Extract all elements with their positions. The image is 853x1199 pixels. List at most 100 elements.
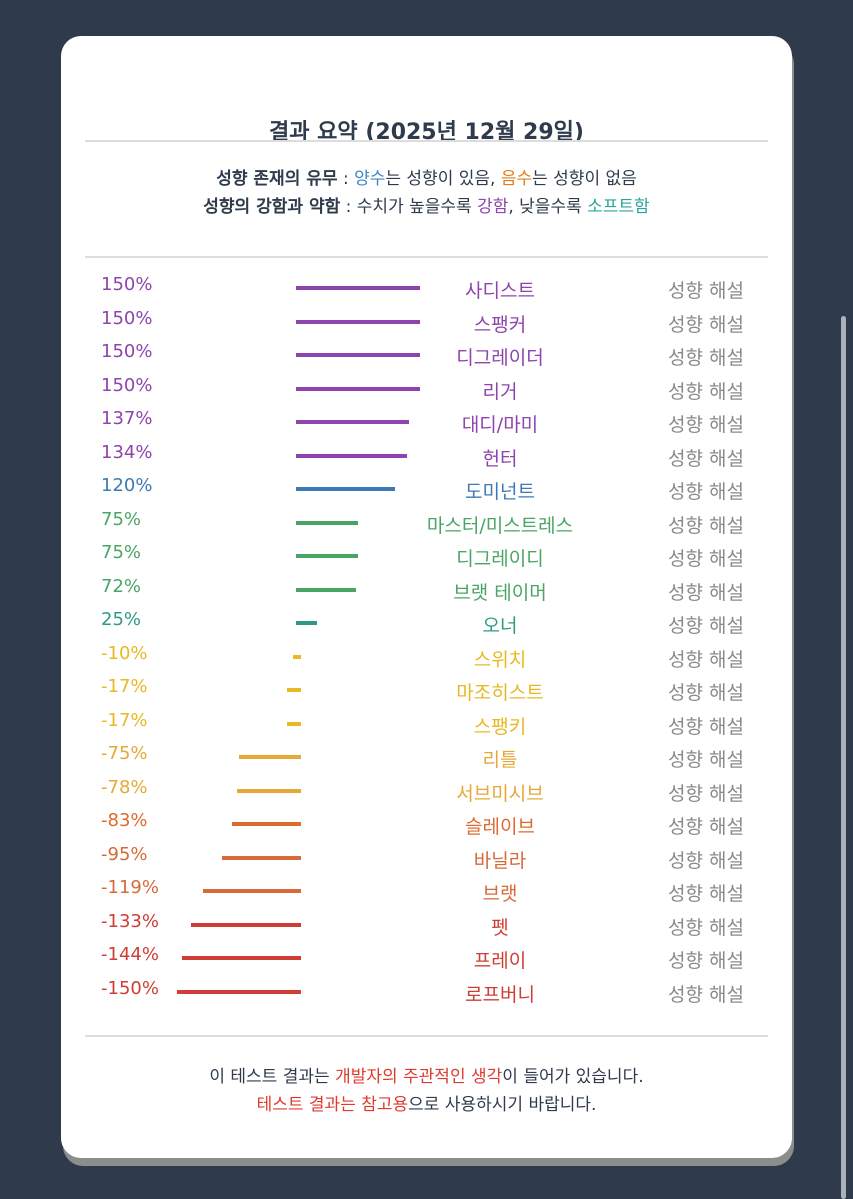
trait-explanation-link[interactable]: 성향 해설 (668, 816, 744, 838)
trait-name: 스팽키 (473, 715, 527, 738)
trait-name: 디그레이디 (456, 548, 544, 570)
chart-bar (296, 520, 358, 525)
trait-explanation-link[interactable]: 성향 해설 (668, 682, 744, 704)
trait-explanation-link[interactable]: 성향 해설 (668, 715, 744, 738)
value-label: -17% (101, 709, 148, 731)
value-label: -78% (101, 776, 148, 798)
value-label: 134% (101, 441, 153, 463)
footer-highlight: 개발자의 주관적인 생각 (335, 1067, 503, 1087)
legend-presence-label: 성향 존재의 유무 (216, 169, 338, 189)
value-label: 25% (101, 609, 142, 630)
chart-bar (236, 788, 301, 793)
legend-strength-label: 성향의 강함과 약함 (203, 197, 341, 217)
footer-line-1: 이 테스트 결과는 개발자의 주관적인 생각이 들어가 있습니다. (61, 1063, 792, 1091)
trait-name: 스팽커 (473, 313, 527, 336)
value-label: -95% (101, 843, 148, 865)
trait-explanation-link[interactable]: 성향 해설 (668, 313, 744, 336)
chart-bar (232, 822, 301, 826)
trait-explanation-link[interactable]: 성향 해설 (668, 615, 744, 637)
footer-text: 이 들어가 있습니다. (502, 1067, 644, 1087)
trait-explanation-link[interactable]: 성향 해설 (668, 347, 744, 369)
legend-line-presence: 성향 존재의 유무 : 양수는 성향이 있음, 음수는 성향이 없음 (61, 165, 792, 193)
value-label: 150% (101, 374, 153, 396)
chart-bar (296, 353, 420, 357)
trait-explanation-link[interactable]: 성향 해설 (668, 380, 744, 403)
trait-name: 슬레이브 (465, 816, 535, 838)
value-label: -83% (101, 810, 148, 831)
trait-explanation-link[interactable]: 성향 해설 (668, 950, 744, 972)
chart-bar (292, 654, 301, 659)
value-label: 75% (101, 508, 142, 530)
trait-explanation-link[interactable]: 성향 해설 (668, 280, 744, 302)
legend-text: 는 성향이 있음, (385, 169, 501, 189)
value-label: -133% (101, 910, 159, 932)
footer-highlight: 테스트 결과는 참고용 (256, 1095, 409, 1115)
trait-explanation-link[interactable]: 성향 해설 (668, 916, 744, 939)
chart-bar (222, 855, 301, 860)
chart-bar (296, 386, 420, 391)
value-label: -17% (101, 676, 148, 697)
legend: 성향 존재의 유무 : 양수는 성향이 있음, 음수는 성향이 없음 성향의 강… (61, 165, 792, 221)
trait-name: 헌터 (482, 447, 518, 470)
trait-name: 마조히스트 (456, 682, 544, 704)
trait-explanation-link[interactable]: 성향 해설 (668, 581, 744, 604)
trait-explanation-link[interactable]: 성향 해설 (668, 749, 744, 771)
value-label: 137% (101, 408, 153, 429)
trait-name: 리틀 (482, 749, 518, 771)
trait-name: 마스터/미스트레스 (426, 514, 574, 537)
value-label: 150% (101, 341, 153, 362)
trait-explanation-link[interactable]: 성향 해설 (668, 648, 744, 671)
trait-name: 로프버니 (465, 983, 535, 1006)
result-card: 결과 요약 (2025년 12월 29일) 성향 존재의 유무 : 양수는 성향… (61, 36, 792, 1158)
chart-bar (296, 621, 317, 625)
chart-bar (296, 420, 410, 424)
legend-soft: 소프트함 (587, 197, 650, 217)
chart-bar (296, 587, 356, 592)
chart-bar (286, 688, 301, 692)
trait-explanation-link[interactable]: 성향 해설 (668, 481, 744, 503)
value-label: -119% (101, 877, 159, 898)
trait-name: 브랫 테이머 (453, 581, 547, 604)
trait-explanation-link[interactable]: 성향 해설 (668, 849, 744, 872)
chart-bar (191, 922, 301, 927)
legend-text: , 낮을수록 (508, 197, 588, 217)
chart-bar (181, 956, 301, 960)
trait-name: 오너 (482, 615, 518, 637)
trait-name: 도미넌트 (465, 481, 535, 503)
trait-explanation-link[interactable]: 성향 해설 (668, 447, 744, 470)
trait-explanation-link[interactable]: 성향 해설 (668, 983, 744, 1006)
trait-explanation-link[interactable]: 성향 해설 (668, 414, 744, 436)
trait-explanation-link[interactable]: 성향 해설 (668, 548, 744, 570)
footer-text: 으로 사용하시기 바랍니다. (408, 1095, 597, 1115)
value-label: -10% (101, 642, 148, 664)
divider (85, 256, 768, 258)
legend-line-strength: 성향의 강함과 약함 : 수치가 높을수록 강함, 낮을수록 소프트함 (61, 193, 792, 221)
chart-bar (296, 319, 420, 324)
trait-name: 바닐라 (473, 849, 527, 872)
footer-line-2: 테스트 결과는 참고용으로 사용하시기 바랍니다. (61, 1091, 792, 1119)
chart-bar (296, 286, 420, 290)
value-label: 150% (101, 274, 153, 295)
trait-explanation-link[interactable]: 성향 해설 (668, 782, 744, 805)
footer-notice: 이 테스트 결과는 개발자의 주관적인 생각이 들어가 있습니다. 테스트 결과… (61, 1063, 792, 1119)
value-label: -150% (101, 977, 159, 999)
chart-bar (239, 755, 301, 759)
chart-bar (296, 487, 396, 491)
trait-explanation-link[interactable]: 성향 해설 (668, 883, 744, 905)
trait-name: 프레이 (473, 950, 527, 972)
trait-name: 스위치 (473, 648, 527, 671)
divider (85, 1035, 768, 1037)
value-label: -75% (101, 743, 148, 764)
result-chart: 150% 사디스트 성향 해설 150% 스팽커 성향 해설 150% 디그레이더 성향 해설 1… (61, 36, 792, 1158)
trait-name: 펫 (491, 916, 509, 939)
footer-text: 이 테스트 결과는 (209, 1067, 336, 1087)
divider (85, 140, 768, 142)
trait-name: 대디/마미 (461, 414, 539, 436)
scrollbar[interactable] (841, 316, 846, 1199)
trait-name: 서브미시브 (456, 782, 544, 805)
trait-explanation-link[interactable]: 성향 해설 (668, 514, 744, 537)
trait-name: 리거 (482, 380, 518, 403)
chart-bar (286, 721, 301, 726)
trait-name: 사디스트 (465, 280, 535, 302)
value-label: -144% (101, 944, 159, 965)
